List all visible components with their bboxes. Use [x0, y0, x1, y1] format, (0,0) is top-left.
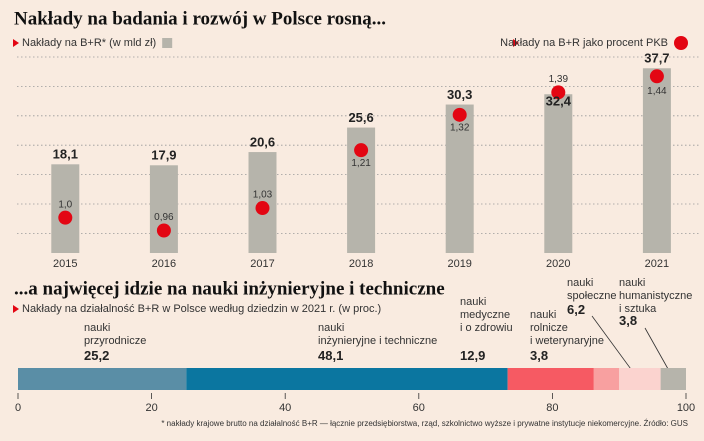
dot	[649, 69, 664, 84]
data-label: 37,7	[644, 51, 669, 66]
x-tick-label: 100	[677, 402, 695, 414]
data-label: 3,8	[619, 313, 638, 328]
bar-segment	[619, 368, 661, 390]
legend-arrow	[13, 39, 19, 47]
bar	[51, 164, 80, 253]
data-label: 3,8	[530, 348, 549, 363]
data-label: 48,1	[318, 348, 344, 363]
x-tick-label: 2021	[645, 258, 669, 270]
data-label: 1,0	[58, 199, 72, 210]
dot	[156, 223, 171, 238]
dot	[551, 85, 566, 100]
legend-swatch	[162, 38, 173, 48]
chart-title: ...a najwięcej idzie na nauki inżynieryj…	[14, 278, 445, 299]
legend-label: Nakłady na B+R* (w mld zł)	[22, 37, 156, 49]
segment-label: nauki inżynieryjne i techniczne	[318, 322, 438, 347]
dot	[354, 143, 369, 158]
data-label: 17,9	[151, 148, 176, 163]
bar-segment	[507, 368, 594, 390]
bar-segment	[186, 368, 508, 390]
data-label: 32,4	[546, 94, 572, 109]
bar	[544, 94, 573, 254]
x-tick-label: 2018	[349, 258, 373, 270]
data-label: 1,21	[351, 158, 371, 169]
x-tick-label: 2015	[53, 258, 77, 270]
segment-label: nauki medyczne i o zdrowiu	[460, 296, 513, 334]
bar-segment	[660, 368, 686, 390]
legend-label: Nakłady na B+R jako procent PKB	[500, 37, 668, 49]
x-tick-label: 60	[413, 402, 425, 414]
bar-segment	[18, 368, 187, 390]
footnote: * nakłady krajowe brutto na działalność …	[161, 419, 688, 428]
x-tick-label: 2019	[447, 258, 471, 270]
bar	[642, 68, 671, 254]
segment-label: nauki przyrodnicze	[84, 322, 147, 347]
data-label: 0,96	[154, 212, 174, 223]
segment-label: nauki humanistyczne i sztuka	[619, 277, 693, 315]
data-label: 30,3	[447, 87, 472, 102]
dot	[255, 201, 270, 216]
data-label: 1,03	[253, 190, 273, 201]
legend-arrow	[513, 39, 519, 47]
x-tick-label: 0	[15, 402, 21, 414]
x-tick-label: 2016	[152, 258, 176, 270]
x-tick-label: 2017	[250, 258, 274, 270]
dot	[452, 107, 467, 122]
data-label: 1,32	[450, 122, 470, 133]
x-tick-label: 40	[279, 402, 291, 414]
chart-subtitle: Nakłady na działalność B+R w Polsce wedł…	[22, 303, 381, 315]
x-tick-label: 2020	[546, 258, 570, 270]
legend-swatch	[674, 36, 688, 50]
data-label: 12,9	[460, 348, 486, 363]
data-label: 25,6	[348, 110, 373, 125]
chart-title: Nakłady na badania i rozwój w Polsce ros…	[14, 8, 386, 29]
bar	[149, 165, 178, 253]
x-tick-label: 80	[546, 402, 558, 414]
dot	[58, 210, 73, 225]
data-label: 6,2	[567, 302, 586, 317]
leader-line	[591, 315, 637, 377]
data-label: 1,44	[647, 86, 667, 97]
data-label: 20,6	[250, 134, 275, 149]
segment-label: nauki rolnicze i weterynaryjne	[530, 309, 604, 347]
bar-segment	[593, 368, 620, 390]
data-label: 1,39	[549, 74, 569, 85]
data-label: 18,1	[53, 147, 78, 162]
bar	[445, 104, 474, 253]
subtitle-arrow	[13, 305, 19, 313]
data-label: 25,2	[84, 348, 110, 363]
segment-label: nauki społeczne	[567, 277, 617, 302]
x-tick-label: 20	[145, 402, 157, 414]
